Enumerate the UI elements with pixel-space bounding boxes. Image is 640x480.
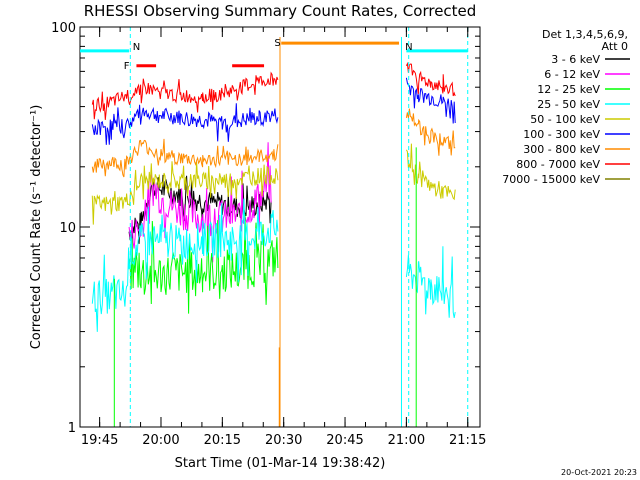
y-tick-label: 1	[68, 421, 76, 436]
x-tick-label: 20:00	[142, 433, 179, 448]
series-line	[91, 198, 456, 332]
plot-area	[91, 27, 469, 427]
legend-label: 300 - 800 keV	[523, 143, 600, 156]
legend-label: 800 - 7000 keV	[516, 158, 600, 171]
x-tick-label: 20:15	[204, 433, 241, 448]
series-line	[128, 214, 279, 314]
flag-label: N	[405, 42, 412, 53]
legend-label: 7000 - 15000 keV	[502, 173, 600, 186]
x-tick-label: 20:45	[326, 433, 363, 448]
legend: Det 1,3,4,5,6,9,Att 03 - 6 keV 6 - 12 keV…	[502, 28, 630, 186]
x-axis-ticks: 19:45 20:00 20:15 20:30 20:45 21:00 21:15	[81, 27, 486, 448]
y-tick-label: 100	[51, 21, 76, 36]
series-line	[91, 61, 456, 120]
chart-title: RHESSI Observing Summary Count Rates, Co…	[84, 2, 477, 20]
annotations: FN S N	[80, 38, 468, 72]
x-axis-label: Start Time (01-Mar-14 19:38:42)	[175, 456, 386, 471]
legend-header: Det 1,3,4,5,6,9,	[542, 28, 628, 41]
x-tick-label: 19:45	[81, 433, 118, 448]
series-line	[128, 142, 272, 263]
legend-label: 25 - 50 keV	[537, 98, 600, 111]
y-axis-label: Corrected Count Rate (s⁻¹ detector⁻¹)	[29, 105, 44, 350]
legend-label: 12 - 25 keV	[537, 83, 600, 96]
flag-label: S	[274, 38, 280, 49]
flag-label: F	[124, 61, 130, 72]
x-tick-label: 20:30	[265, 433, 302, 448]
y-tick-label: 10	[59, 221, 76, 236]
series-line	[91, 108, 456, 178]
x-tick-label: 21:15	[449, 433, 486, 448]
legend-label: 50 - 100 keV	[530, 113, 600, 126]
series-line	[91, 143, 456, 225]
legend-label: 6 - 12 keV	[544, 68, 600, 81]
series-line	[91, 77, 456, 145]
footer-date: 20-Oct-2021 20:23	[561, 468, 637, 477]
flag-label: N	[133, 42, 140, 53]
x-tick-label: 21:00	[388, 433, 425, 448]
legend-label: 100 - 300 keV	[523, 128, 600, 141]
legend-label: 3 - 6 keV	[551, 53, 600, 66]
y-axis-ticks: 1 10 100	[51, 21, 480, 436]
legend-header: Att 0	[602, 40, 628, 53]
